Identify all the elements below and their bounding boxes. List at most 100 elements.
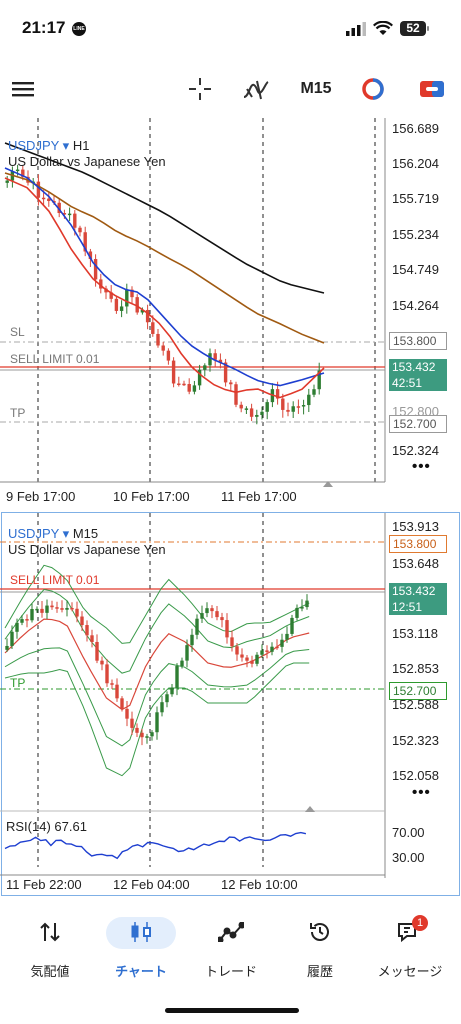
- h1-grid: [0, 118, 386, 487]
- indicator-icon[interactable]: [241, 66, 271, 112]
- bottom-nav: 気配値 チャート トレード 履歴 1 メッセージ: [0, 905, 461, 995]
- h1-price-label: 156.689: [392, 121, 439, 136]
- battery-indicator: 52: [400, 21, 426, 36]
- m15-candle: [20, 619, 24, 623]
- m15-candle: [235, 646, 239, 655]
- m15-chart-canvas[interactable]: [0, 513, 461, 895]
- h1-candle: [166, 350, 171, 361]
- m15-candle: [220, 617, 224, 621]
- h1-candle: [239, 404, 243, 409]
- timeframe-selector[interactable]: M15: [296, 66, 336, 112]
- h1-candle: [140, 309, 145, 313]
- m15-symbol-row[interactable]: USDJPY ▾ M15: [8, 526, 99, 541]
- m15-candle: [70, 607, 74, 610]
- status-time: 21:17: [22, 18, 66, 37]
- h1-candle: [255, 414, 259, 417]
- h1-ma-slow-line: [4, 172, 325, 344]
- m15-candle: [185, 645, 189, 661]
- h1-symbol-row[interactable]: USDJPY ▾ H1: [8, 138, 90, 153]
- nav-messages[interactable]: 1 メッセージ: [364, 905, 456, 995]
- h1-candle: [67, 213, 72, 216]
- h1-candle: [192, 385, 197, 392]
- m15-candle: [105, 664, 109, 684]
- m15-candle: [30, 609, 34, 621]
- h1-sl-label: SL: [10, 325, 25, 339]
- m15-bb-lower-line: [4, 662, 310, 777]
- nav-label: 気配値: [30, 964, 70, 979]
- crosshair-icon[interactable]: [185, 66, 215, 112]
- nav-label: チャート: [115, 964, 167, 979]
- h1-candle: [223, 362, 228, 383]
- h1-candle: [307, 394, 311, 406]
- h1-candle: [213, 353, 217, 360]
- nav-label: 履歴: [306, 964, 333, 979]
- rsi-label: RSI(14) 67.61: [6, 819, 87, 834]
- m15-panel-border: [1, 512, 460, 896]
- h1-candle: [104, 288, 108, 293]
- m15-price-label: 152.588: [392, 697, 439, 712]
- h1-price-label: 154.264: [392, 298, 439, 313]
- h1-candle: [21, 169, 25, 177]
- battery-cap: [427, 26, 429, 31]
- nav-quotes[interactable]: 気配値: [4, 905, 96, 995]
- m15-candle: [165, 694, 169, 703]
- timeframe-label: M15: [300, 80, 332, 97]
- h1-candles: [5, 164, 321, 425]
- h1-time-label: 9 Feb 17:00: [6, 489, 76, 504]
- m15-bb-middle-line: [4, 618, 310, 711]
- h1-candle: [47, 198, 51, 202]
- h1-chart-canvas[interactable]: [0, 118, 461, 510]
- h1-candle: [41, 197, 46, 200]
- trade-icon[interactable]: [417, 66, 447, 112]
- menu-icon[interactable]: [8, 66, 38, 112]
- m15-candle: [140, 732, 144, 738]
- m15-candle: [275, 646, 279, 649]
- h1-candle: [249, 408, 254, 417]
- chart-icon: [95, 917, 187, 947]
- h1-candle: [197, 369, 202, 386]
- h1-candle: [281, 398, 285, 410]
- m15-candle: [195, 618, 199, 635]
- m15-candle: [265, 650, 269, 652]
- h1-candle: [99, 279, 103, 289]
- h1-candle: [83, 232, 87, 252]
- m15-candle: [145, 736, 149, 738]
- m15-candle: [180, 660, 184, 667]
- nav-history[interactable]: 履歴: [274, 905, 366, 995]
- h1-ma-mid-line: [4, 177, 325, 399]
- rsi-level-low: 30.00: [392, 850, 425, 865]
- m15-price-label: 153.913: [392, 519, 439, 534]
- h1-candle: [151, 322, 155, 334]
- h1-candle: [15, 169, 20, 172]
- h1-moving-averages: [4, 142, 325, 399]
- m15-candle: [270, 646, 274, 652]
- h1-candle: [5, 180, 9, 183]
- h1-time-label: 10 Feb 17:00: [113, 489, 190, 504]
- h1-candle: [36, 181, 41, 198]
- m15-candle: [10, 631, 14, 646]
- color-theme-icon[interactable]: [358, 66, 388, 112]
- m15-candle: [120, 698, 124, 709]
- m15-candle: [115, 684, 119, 699]
- h1-sell-limit-label: SELL LIMIT 0.01: [10, 352, 100, 366]
- h1-candle: [125, 289, 129, 307]
- m15-candle: [135, 727, 139, 733]
- m15-scroll-marker: [305, 806, 315, 812]
- h1-price-label: 152.324: [392, 443, 439, 458]
- h1-candle: [218, 359, 223, 363]
- h1-candle: [301, 405, 306, 407]
- m15-time-label: 12 Feb 10:00: [221, 877, 298, 892]
- m15-more-icon[interactable]: •••: [412, 784, 431, 801]
- h1-candle: [114, 298, 119, 311]
- nav-trade[interactable]: トレード: [185, 905, 277, 995]
- line-app-badge: LINE: [72, 22, 86, 36]
- m15-candle: [45, 605, 49, 613]
- m15-rsi: [4, 831, 307, 860]
- m15-candle: [300, 607, 304, 609]
- h1-more-icon[interactable]: •••: [412, 458, 431, 475]
- h1-candle: [260, 411, 264, 415]
- m15-timeframe: M15: [72, 526, 99, 541]
- nav-chart[interactable]: チャート: [95, 905, 187, 995]
- m15-candle: [75, 608, 79, 617]
- h1-description: US Dollar vs Japanese Yen: [8, 154, 166, 169]
